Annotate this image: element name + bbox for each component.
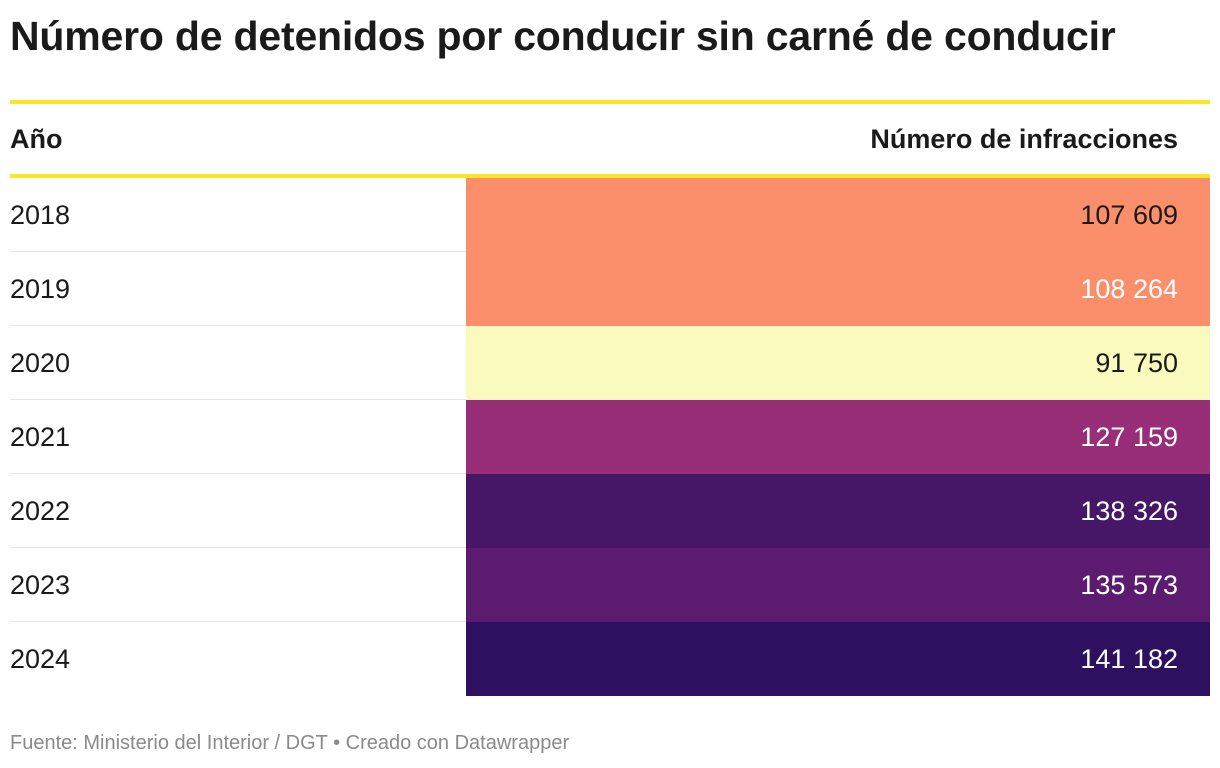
table-row: 2023 135 573	[10, 548, 1210, 622]
infractions-cell: 107 609	[466, 178, 1210, 252]
infractions-cell: 138 326	[466, 474, 1210, 548]
year-cell: 2018	[10, 200, 71, 230]
column-header-infractions: Número de infracciones	[870, 124, 1178, 154]
year-cell: 2020	[10, 348, 71, 378]
column-header-year: Año	[10, 124, 63, 154]
infractions-cell: 127 159	[466, 400, 1210, 474]
infractions-cell: 108 264	[466, 252, 1210, 326]
infractions-cell: 135 573	[466, 548, 1210, 622]
table-row: 2021 127 159	[10, 400, 1210, 474]
table-row: 2019 108 264	[10, 252, 1210, 326]
header-rule	[10, 174, 1210, 178]
infractions-cell: 141 182	[466, 622, 1210, 696]
table-row: 2020 91 750	[10, 326, 1210, 400]
table-row: 2024 141 182	[10, 622, 1210, 696]
infractions-cell: 91 750	[466, 326, 1210, 400]
top-rule	[10, 100, 1210, 104]
year-cell: 2022	[10, 496, 71, 526]
year-cell: 2023	[10, 570, 71, 600]
table-row: 2018 107 609	[10, 178, 1210, 252]
year-cell: 2019	[10, 274, 71, 304]
source-note: Fuente: Ministerio del Interior / DGT • …	[10, 732, 570, 754]
table-row: 2022 138 326	[10, 474, 1210, 548]
data-table: Año Número de infracciones 2018 107 609 20…	[10, 100, 1210, 696]
chart-title: Número de detenidos por conducir sin car…	[10, 13, 1116, 59]
year-cell: 2021	[10, 422, 71, 452]
table-body: 2018 107 609 2019 108 264 2020 91 750 2021 127 …	[10, 178, 1210, 696]
table-header: Año Número de infracciones	[10, 104, 1210, 174]
year-cell: 2024	[10, 644, 71, 674]
